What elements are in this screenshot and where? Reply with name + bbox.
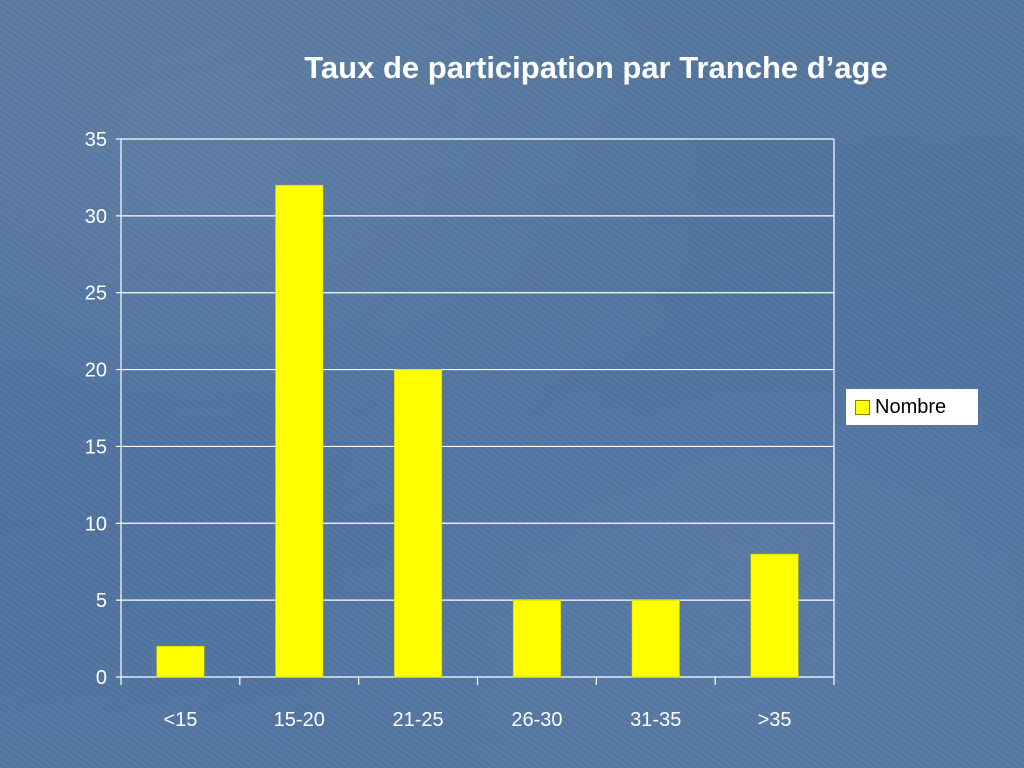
bar: [512, 599, 561, 678]
x-tick-label: <15: [163, 709, 197, 731]
legend-swatch: [855, 399, 870, 415]
y-tick-label: 5: [96, 590, 107, 612]
y-tick-label: 25: [85, 283, 107, 305]
x-tick-label: >35: [758, 709, 792, 731]
x-tick-label: 26-30: [511, 709, 562, 731]
y-tick-label: 35: [85, 129, 107, 151]
x-tick-label: 21-25: [393, 709, 444, 731]
chart-title: Taux de participation par Tranche d’age: [304, 50, 888, 85]
x-tick-label: 15-20: [274, 709, 325, 731]
bar: [631, 599, 680, 678]
x-tick-label: 31-35: [630, 709, 681, 731]
y-tick-label: 30: [85, 206, 107, 228]
legend: Nombre: [846, 389, 978, 425]
y-tick-label: 15: [85, 436, 107, 458]
bar: [275, 184, 324, 678]
bar: [156, 646, 205, 678]
y-tick-label: 0: [96, 667, 107, 689]
y-tick-label: 10: [85, 513, 107, 535]
y-tick-label: 20: [85, 360, 107, 382]
bar: [750, 553, 799, 678]
legend-label-nombre: Nombre: [875, 395, 947, 418]
bar: [394, 369, 443, 678]
